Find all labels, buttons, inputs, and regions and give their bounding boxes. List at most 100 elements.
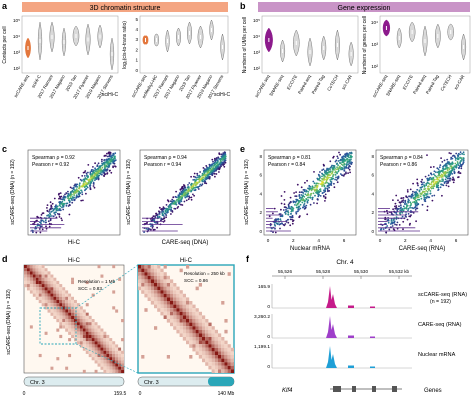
panel-b-left-ytick: 10⁵ xyxy=(253,18,260,23)
panel-d-2-cell xyxy=(211,340,215,345)
panel-c-1-point xyxy=(114,165,116,168)
panel-c-1-point xyxy=(94,162,96,165)
panel-d-1-cell xyxy=(91,341,95,345)
panel-b-banner-text: Gene expression xyxy=(338,5,391,12)
panel-d-2-cell xyxy=(189,301,193,305)
panel-d-1-cell xyxy=(29,290,33,294)
panel-d-2-cell xyxy=(170,308,174,312)
panel-d-2-cell xyxy=(221,362,225,366)
panel-c-2-point xyxy=(184,193,187,196)
panel-c-1-point xyxy=(35,231,38,234)
panel-e-1-point xyxy=(305,198,308,201)
panel-d-1-cell xyxy=(74,303,77,307)
panel-e-2-point xyxy=(417,194,420,197)
panel-c-1-point xyxy=(75,196,78,199)
panel-e-1-point xyxy=(344,155,346,158)
panel-d-2-cell xyxy=(221,355,225,359)
panel-c-1-point xyxy=(49,215,51,217)
panel-e-1-point xyxy=(338,151,340,154)
panel-c-1-point xyxy=(91,178,93,181)
panel-d-1-cell xyxy=(97,328,101,332)
panel-c-2-point xyxy=(181,186,184,189)
panel-d-2-cell xyxy=(224,362,228,366)
panel-d-1-cell xyxy=(24,271,27,275)
panel-c-1-point xyxy=(48,222,51,225)
panel-c-1-point xyxy=(110,171,113,174)
panel-d-1-cell xyxy=(50,312,54,316)
panel-d-2-cell xyxy=(170,319,174,323)
panel-d-1-cell xyxy=(100,353,104,358)
panel-b-right-violins xyxy=(382,19,467,61)
panel-c-1-point xyxy=(61,198,64,201)
panel-e-1-point xyxy=(298,200,300,203)
panel-e-1-point xyxy=(339,173,342,175)
panel-e-2-point xyxy=(461,153,464,155)
panel-d-1-cell xyxy=(109,353,113,358)
panel-d-2-cell xyxy=(163,279,167,283)
panel-d-1-cell xyxy=(118,350,122,354)
panel-e-1-point xyxy=(348,152,351,154)
panel-c-letter: c xyxy=(2,144,7,154)
panel-e-1-point xyxy=(341,174,343,177)
panel-d-1-cell xyxy=(76,319,80,323)
panel-d-2-cell xyxy=(147,293,151,298)
panel-e-2-xlabel: CARE-seq (RNA) xyxy=(399,246,446,252)
panel-d-1-cell xyxy=(65,290,69,294)
panel-d-1-cell xyxy=(71,315,74,319)
panel-d-2-cell xyxy=(179,329,183,334)
panel-e-2-pearson: Pearson r = 0.86 xyxy=(380,162,417,168)
panel-c-2-point xyxy=(224,159,227,162)
panel-e-2-point xyxy=(410,196,413,199)
panel-a-left-frame xyxy=(21,15,119,74)
panel-d-1-cell xyxy=(115,309,119,313)
panel-d-1-cell xyxy=(112,341,116,345)
panel-c-1-point xyxy=(55,211,57,214)
panel-d-2-cell xyxy=(189,322,193,327)
panel-b-left-xlabel: Paired-seq xyxy=(297,74,312,95)
panel-d-2-cell xyxy=(186,301,190,305)
panel-d-1-cell xyxy=(59,309,63,313)
panel-c-1-point xyxy=(34,226,37,228)
panel-c-1-point xyxy=(84,185,87,188)
panel-e-2-point xyxy=(441,175,443,177)
panel-c-1-point xyxy=(50,211,52,213)
panel-d-1-cell xyxy=(68,309,72,313)
panel-c-2-point xyxy=(190,175,193,178)
panel-c-scatter-2: Spearman ρ = 0.94 Pearson r = 0.94 CARE-… xyxy=(126,149,231,246)
panel-d-2-cell xyxy=(195,351,199,355)
panel-c-2-point xyxy=(181,197,184,199)
panel-d-1-cell xyxy=(24,265,27,269)
panel-d-2-cell xyxy=(205,322,209,327)
panel-d-2-cell xyxy=(214,329,218,334)
panel-e-1-point xyxy=(306,194,309,197)
panel-d-1-cell xyxy=(118,357,122,361)
panel-d-1-cell xyxy=(94,369,98,373)
panel-d-2-cell xyxy=(195,308,199,312)
panel-c-2-points xyxy=(142,151,227,234)
panel-c-2-point xyxy=(215,166,217,169)
panel-d-2-cell xyxy=(198,355,202,359)
panel-e-2-point xyxy=(457,164,460,166)
panel-d-2-cell xyxy=(179,326,183,330)
panel-e-2-point xyxy=(436,178,439,180)
panel-d-1-cell xyxy=(88,334,92,339)
panel-c-2-point xyxy=(208,176,211,179)
panel-d-1-cell xyxy=(38,287,42,291)
panel-c-2-point xyxy=(191,187,194,190)
panel-d-2-cell xyxy=(224,365,228,370)
panel-e-2-point xyxy=(455,163,458,166)
panel-d-1-cell xyxy=(50,280,54,285)
panel-d-2-cell xyxy=(227,344,231,348)
panel-d-2-cell xyxy=(157,301,161,305)
panel-c-1-point xyxy=(97,162,100,165)
panel-e-1-point xyxy=(335,168,338,171)
panel-d-1-cell xyxy=(106,366,110,370)
panel-d-1-cell xyxy=(38,290,42,294)
panel-d-2-cell xyxy=(221,301,225,305)
panel-e-1-point xyxy=(268,215,271,218)
panel-d-1-cell xyxy=(76,341,80,345)
panel-e-1-point xyxy=(334,160,337,163)
panel-e-1-point xyxy=(272,231,274,234)
panel-c-2-point xyxy=(188,196,191,199)
panel-d-1-cell xyxy=(94,341,98,345)
